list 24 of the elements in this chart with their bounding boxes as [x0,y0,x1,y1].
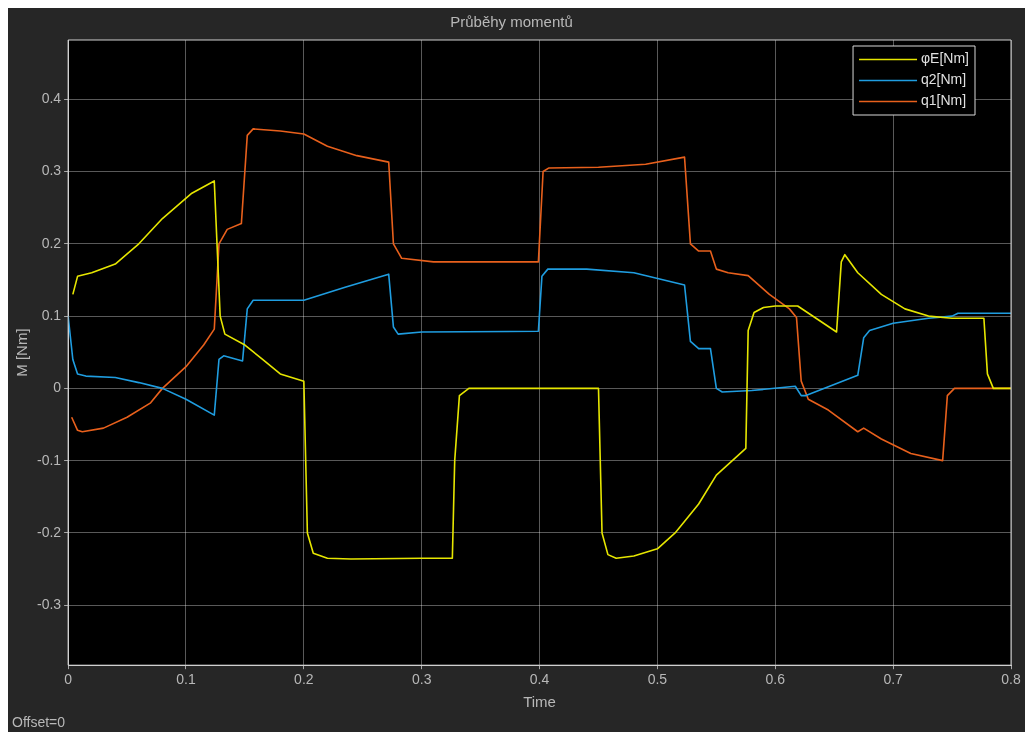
x-tick-label: 0.8 [1001,671,1021,688]
y-tick-label: 0.1 [41,306,62,323]
text: Offset=0 [12,713,66,730]
y-tick-label: 0.2 [41,234,62,251]
y-tick-label: 0 [53,379,62,396]
y-tick-label: -0.2 [37,523,62,540]
x-tick-label: 0.4 [529,671,550,688]
x-tick-label: 0.3 [411,671,432,688]
x-tick-label: 0.5 [647,671,668,688]
y-tick-label: 0.4 [41,90,62,107]
y-tick-label: -0.3 [37,596,62,613]
y-axis-title: M [Nm] [13,328,31,377]
x-tick-label: 0.2 [294,671,314,688]
y-tick-label: -0.1 [37,451,62,468]
legend-label: q1[Nm] [921,92,967,109]
x-tick-label: 0.7 [883,671,904,688]
x-axis-title: Time [523,693,556,711]
legend-label: φE[Nm] [921,50,969,67]
chart-title: Průběhy momentů [450,13,573,31]
y-tick-label: 0.3 [41,162,62,179]
legend-label: q2[Nm] [921,71,967,88]
x-tick-label: 0.1 [176,671,196,688]
x-tick-label: 0 [64,671,73,688]
x-tick-label: 0.6 [765,671,786,688]
